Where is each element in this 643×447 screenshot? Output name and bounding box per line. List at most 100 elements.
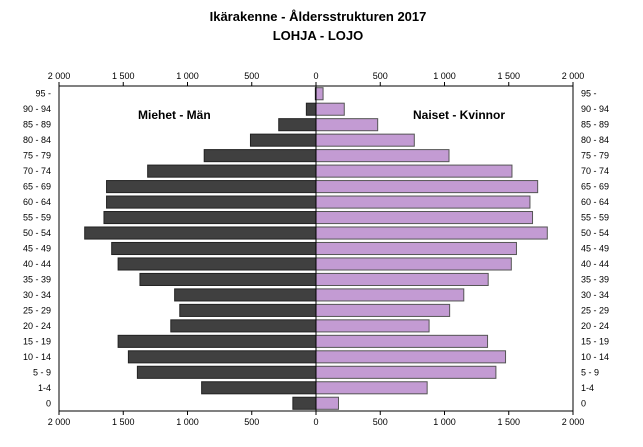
men-series xyxy=(84,87,317,410)
men-bar xyxy=(103,211,317,225)
men-bar xyxy=(179,303,317,317)
women-bar xyxy=(315,102,345,116)
bottom-axis: 2 000 1 500 1 000 500 0 500 1 000 1 500 2 000 xyxy=(48,411,585,427)
women-bar xyxy=(315,133,415,147)
women-bar xyxy=(315,365,497,379)
men-bar xyxy=(170,319,317,333)
age-label-left: 90 - 94 xyxy=(23,104,51,114)
age-label-right: 35 - 39 xyxy=(581,274,609,284)
women-bar xyxy=(315,303,451,317)
age-label-left: 80 - 84 xyxy=(23,135,51,145)
women-bar xyxy=(315,350,507,364)
age-label-right: 0 xyxy=(581,398,586,408)
women-bar xyxy=(315,149,450,163)
top-tick-label: 1 500 xyxy=(497,71,520,81)
age-label-left: 55 - 59 xyxy=(23,213,51,223)
top-tick-label: 2 000 xyxy=(48,71,71,81)
top-tick-label: 0 xyxy=(313,71,318,81)
top-tick-label: 500 xyxy=(373,71,388,81)
women-bar xyxy=(315,87,324,101)
age-label-right: 20 - 24 xyxy=(581,321,609,331)
women-bar xyxy=(315,257,512,271)
age-label-right: 30 - 34 xyxy=(581,290,609,300)
women-bar xyxy=(315,164,513,178)
bottom-tick-label: 1 000 xyxy=(433,417,456,427)
women-label: Naiset - Kvinnor xyxy=(413,108,505,122)
men-bar xyxy=(139,272,317,286)
age-label-right: 50 - 54 xyxy=(581,228,609,238)
age-label-right: 65 - 69 xyxy=(581,182,609,192)
age-label-left: 50 - 54 xyxy=(23,228,51,238)
top-axis: 2 000 1 500 1 000 500 0 500 1 000 1 500 2 000 xyxy=(48,71,584,86)
women-bar xyxy=(315,319,430,333)
age-label-right: 25 - 29 xyxy=(581,305,609,315)
age-label-right: 5 - 9 xyxy=(581,367,599,377)
age-label-right: 15 - 19 xyxy=(581,336,609,346)
men-bar xyxy=(174,288,317,302)
men-bar xyxy=(278,118,317,132)
men-bar xyxy=(117,334,317,348)
women-bar xyxy=(315,381,428,395)
men-bar xyxy=(111,241,317,256)
men-bar xyxy=(106,180,317,194)
women-bar xyxy=(315,334,489,348)
bottom-tick-label: 1 500 xyxy=(497,417,520,427)
chart-subtitle: LOHJA - LOJO xyxy=(273,28,364,43)
women-bar xyxy=(315,241,517,256)
age-label-left: 40 - 44 xyxy=(23,259,51,269)
age-label-right: 1-4 xyxy=(581,383,594,393)
age-label-right: 90 - 94 xyxy=(581,104,609,114)
men-bar xyxy=(136,365,317,379)
bottom-tick-label: 0 xyxy=(313,417,318,427)
age-label-left: 1-4 xyxy=(38,383,51,393)
bottom-tick-label: 1 000 xyxy=(176,417,199,427)
men-bar xyxy=(84,226,317,240)
bottom-tick-label: 500 xyxy=(244,417,259,427)
age-label-right: 60 - 64 xyxy=(581,197,609,207)
age-label-right: 70 - 74 xyxy=(581,166,609,176)
women-series xyxy=(315,87,548,410)
age-label-left: 10 - 14 xyxy=(23,352,51,362)
women-bar xyxy=(315,226,548,240)
top-tick-label: 500 xyxy=(244,71,259,81)
men-bar xyxy=(249,133,317,147)
age-label-left: 45 - 49 xyxy=(23,244,51,254)
age-label-right: 40 - 44 xyxy=(581,259,609,269)
age-label-right: 10 - 14 xyxy=(581,352,609,362)
women-bar xyxy=(315,288,465,302)
age-label-left: 85 - 89 xyxy=(23,120,51,130)
women-bar xyxy=(315,195,531,209)
age-label-right: 95 - xyxy=(581,89,597,99)
women-bar xyxy=(315,118,379,132)
women-bar xyxy=(315,396,339,410)
age-label-left: 20 - 24 xyxy=(23,321,51,331)
women-bar xyxy=(315,211,534,225)
age-label-left: 35 - 39 xyxy=(23,274,51,284)
age-label-left: 60 - 64 xyxy=(23,197,51,207)
women-bar xyxy=(315,180,539,194)
men-bar xyxy=(201,381,317,395)
bottom-tick-label: 2 000 xyxy=(562,417,585,427)
men-bar xyxy=(117,257,317,271)
age-label-right: 55 - 59 xyxy=(581,213,609,223)
men-label: Miehet - Män xyxy=(138,108,211,122)
age-label-left: 70 - 74 xyxy=(23,166,51,176)
men-bar xyxy=(147,164,317,178)
age-label-left: 30 - 34 xyxy=(23,290,51,300)
men-bar xyxy=(106,195,317,209)
age-label-left: 95 - xyxy=(35,89,51,99)
bottom-tick-label: 1 500 xyxy=(112,417,135,427)
age-label-left: 0 xyxy=(46,398,51,408)
age-label-left: 15 - 19 xyxy=(23,336,51,346)
age-label-right: 80 - 84 xyxy=(581,135,609,145)
age-label-right: 85 - 89 xyxy=(581,120,609,130)
bottom-tick-label: 500 xyxy=(373,417,388,427)
top-tick-label: 1 000 xyxy=(433,71,456,81)
bottom-tick-label: 2 000 xyxy=(48,417,71,427)
men-bar xyxy=(305,102,317,116)
age-label-left: 65 - 69 xyxy=(23,182,51,192)
men-bar xyxy=(203,149,317,163)
men-bar xyxy=(127,350,317,364)
right-age-axis: 0 1-4 5 - 9 10 - 14 15 - 19 20 - 24 25 - 29 30 … xyxy=(581,89,609,409)
